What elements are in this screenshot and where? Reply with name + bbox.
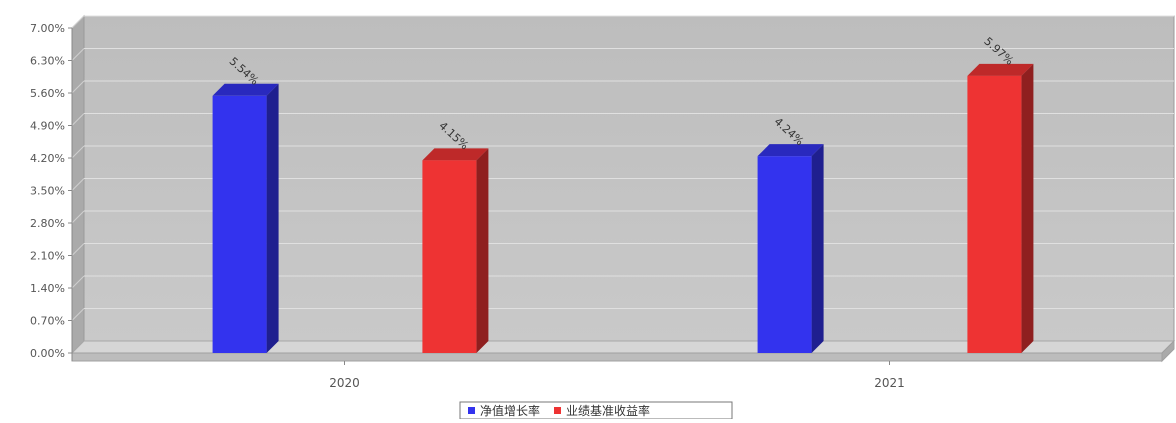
legend-item: 业绩基准收益率: [554, 403, 650, 418]
floor-side: [1161, 339, 1175, 363]
y-tick-label: 5.60%: [30, 87, 65, 100]
y-tick-label: 1.40%: [30, 282, 65, 295]
bar-front: [422, 160, 477, 353]
y-tick-label: 0.70%: [30, 315, 65, 328]
legend-item: 净值增长率: [468, 403, 540, 418]
x-tick-label: 2020: [329, 376, 360, 390]
bar-nav-growth-2020: [212, 83, 279, 354]
bar-benchmark-2020: [422, 148, 489, 353]
legend-label: 净值增长率: [480, 403, 540, 418]
y-tick-label: 6.30%: [30, 55, 65, 68]
y-tick-label: 2.10%: [30, 250, 65, 263]
bar-front: [212, 95, 267, 354]
y-tick-label: 0.00%: [30, 347, 65, 360]
x-axis: 2020 2021: [329, 361, 905, 390]
grid-line-side: [71, 48, 85, 61]
grid-line-side: [71, 243, 85, 256]
grid-line-side: [71, 275, 85, 289]
bar-nav-growth-2021: [757, 144, 824, 353]
grid-line-side: [71, 145, 85, 159]
bar-top: [757, 144, 824, 157]
grid-line-side: [71, 113, 85, 126]
legend: 净值增长率 业绩基准收益率: [459, 401, 733, 420]
bar-side: [266, 83, 279, 354]
y-tick-label: 4.90%: [30, 120, 65, 133]
y-tick-label: 2.80%: [30, 217, 65, 230]
bar-top: [967, 63, 1034, 76]
legend-label: 业绩基准收益率: [566, 403, 650, 418]
grid-line-side: [71, 80, 85, 94]
bar-front: [967, 75, 1022, 354]
bar-benchmark-2021: [967, 63, 1034, 354]
legend-swatch: [468, 407, 475, 414]
y-tick-label: 4.20%: [30, 152, 65, 165]
y-axis: 0.00% 0.70% 1.40% 2.10% 2.80% 3.50% 4.20% 4.90%…: [30, 22, 73, 361]
grid-line-side: [71, 178, 85, 191]
legend-swatch: [554, 407, 561, 414]
bar-top: [422, 148, 489, 161]
floor-edge: [71, 352, 1163, 362]
bar-top: [212, 83, 279, 96]
grid-line-side: [71, 210, 85, 224]
bar-side: [811, 144, 824, 353]
grid-line-side: [71, 308, 85, 321]
bar-side: [476, 148, 489, 353]
y-tick-label: 7.00%: [30, 22, 65, 35]
y-tick-label: 3.50%: [30, 185, 65, 198]
bars: 5.54%4.15% 4.24%5.97%: [212, 35, 1034, 354]
bar-side: [1021, 63, 1034, 353]
x-tick-label: 2021: [874, 376, 905, 390]
grid-line-side: [71, 15, 85, 29]
bar-front: [757, 156, 812, 353]
